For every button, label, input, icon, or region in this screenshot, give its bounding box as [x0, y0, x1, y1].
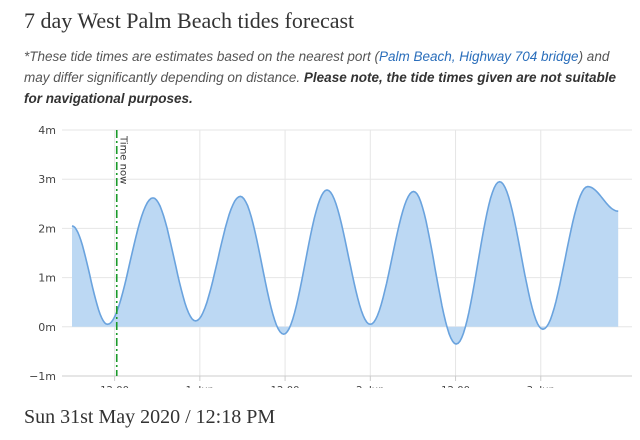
tide-chart: Time now 4m 3m 2m 1m 0m −1m 12:00 1. Jun 12:00 2. … — [29, 124, 632, 388]
x-tick-label: 12:00 — [100, 385, 129, 388]
current-datetime: Sun 31st May 2020 / 12:18 PM — [24, 406, 276, 428]
time-now-label: Time now — [118, 135, 129, 184]
x-tick-label: 1. Jun — [186, 385, 214, 388]
note-suffix: ) and may differ significantly depending… — [24, 49, 610, 85]
x-tick-label: 2. Jun — [356, 385, 384, 388]
y-tick-label: 1m — [38, 272, 56, 285]
x-tick-label: 12:00 — [441, 385, 470, 388]
x-tick-label: 12:00 — [271, 385, 300, 388]
page-title: 7 day West Palm Beach tides forecast — [24, 8, 355, 33]
note-prefix: *These tide times are estimates based on… — [24, 49, 379, 64]
y-tick-label: −1m — [29, 370, 56, 383]
y-tick-label: 4m — [38, 124, 56, 137]
y-tick-label: 2m — [38, 222, 56, 235]
disclaimer-note: *These tide times are estimates based on… — [24, 46, 634, 109]
port-link[interactable]: Palm Beach, Highway 704 bridge — [378, 49, 579, 64]
x-tick-label: 3. Jun — [527, 385, 555, 388]
y-tick-label: 0m — [38, 321, 56, 334]
y-tick-label: 3m — [38, 173, 56, 186]
tide-line — [71, 180, 619, 345]
navigation-warning: Please note, the tide times given are no… — [24, 70, 617, 106]
tide-area — [72, 181, 619, 344]
